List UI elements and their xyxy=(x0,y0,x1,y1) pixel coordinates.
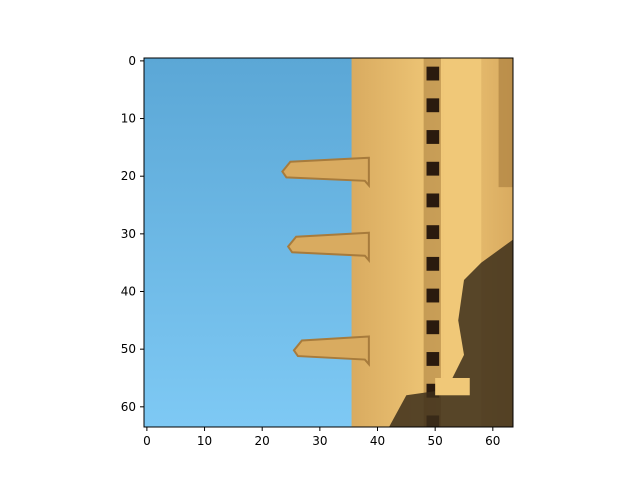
gargoyle xyxy=(281,156,370,189)
stone-hole xyxy=(426,320,440,335)
stone-hole xyxy=(426,98,440,113)
stone-hole xyxy=(426,225,440,240)
x-tick-label: 40 xyxy=(370,434,385,448)
image-area xyxy=(144,58,513,427)
stone-hole xyxy=(426,130,440,144)
lit-ledge xyxy=(435,377,470,396)
gargoyle xyxy=(286,231,370,264)
x-tick-label: 10 xyxy=(197,434,212,448)
gargoyle xyxy=(292,335,370,367)
stone-hole xyxy=(426,288,440,303)
stone-hole xyxy=(426,161,440,176)
x-tick-label: 50 xyxy=(428,434,443,448)
x-tick-label: 30 xyxy=(312,434,327,448)
shadow-region xyxy=(389,239,513,427)
x-tick-label: 0 xyxy=(143,434,151,448)
y-tick-label: 60 xyxy=(121,400,136,414)
y-tick-label: 50 xyxy=(121,342,136,356)
y-tick-label: 0 xyxy=(128,54,136,68)
y-tick-label: 10 xyxy=(121,112,136,126)
y-tick-label: 40 xyxy=(121,285,136,299)
stone-hole xyxy=(426,352,440,366)
stone-hole xyxy=(426,66,440,81)
stone-hole xyxy=(426,193,440,208)
dark-column xyxy=(423,58,441,427)
stone-hole xyxy=(426,256,440,271)
x-tick-label: 20 xyxy=(255,434,270,448)
y-tick-label: 20 xyxy=(121,169,136,183)
edge-band xyxy=(498,58,513,188)
axes-frame xyxy=(143,57,514,428)
x-tick-label: 60 xyxy=(485,434,500,448)
y-tick-label: 30 xyxy=(121,227,136,241)
ticks: 0 10 20 30 40 50 60 0 10 20 30 40 50 60 xyxy=(121,54,501,448)
